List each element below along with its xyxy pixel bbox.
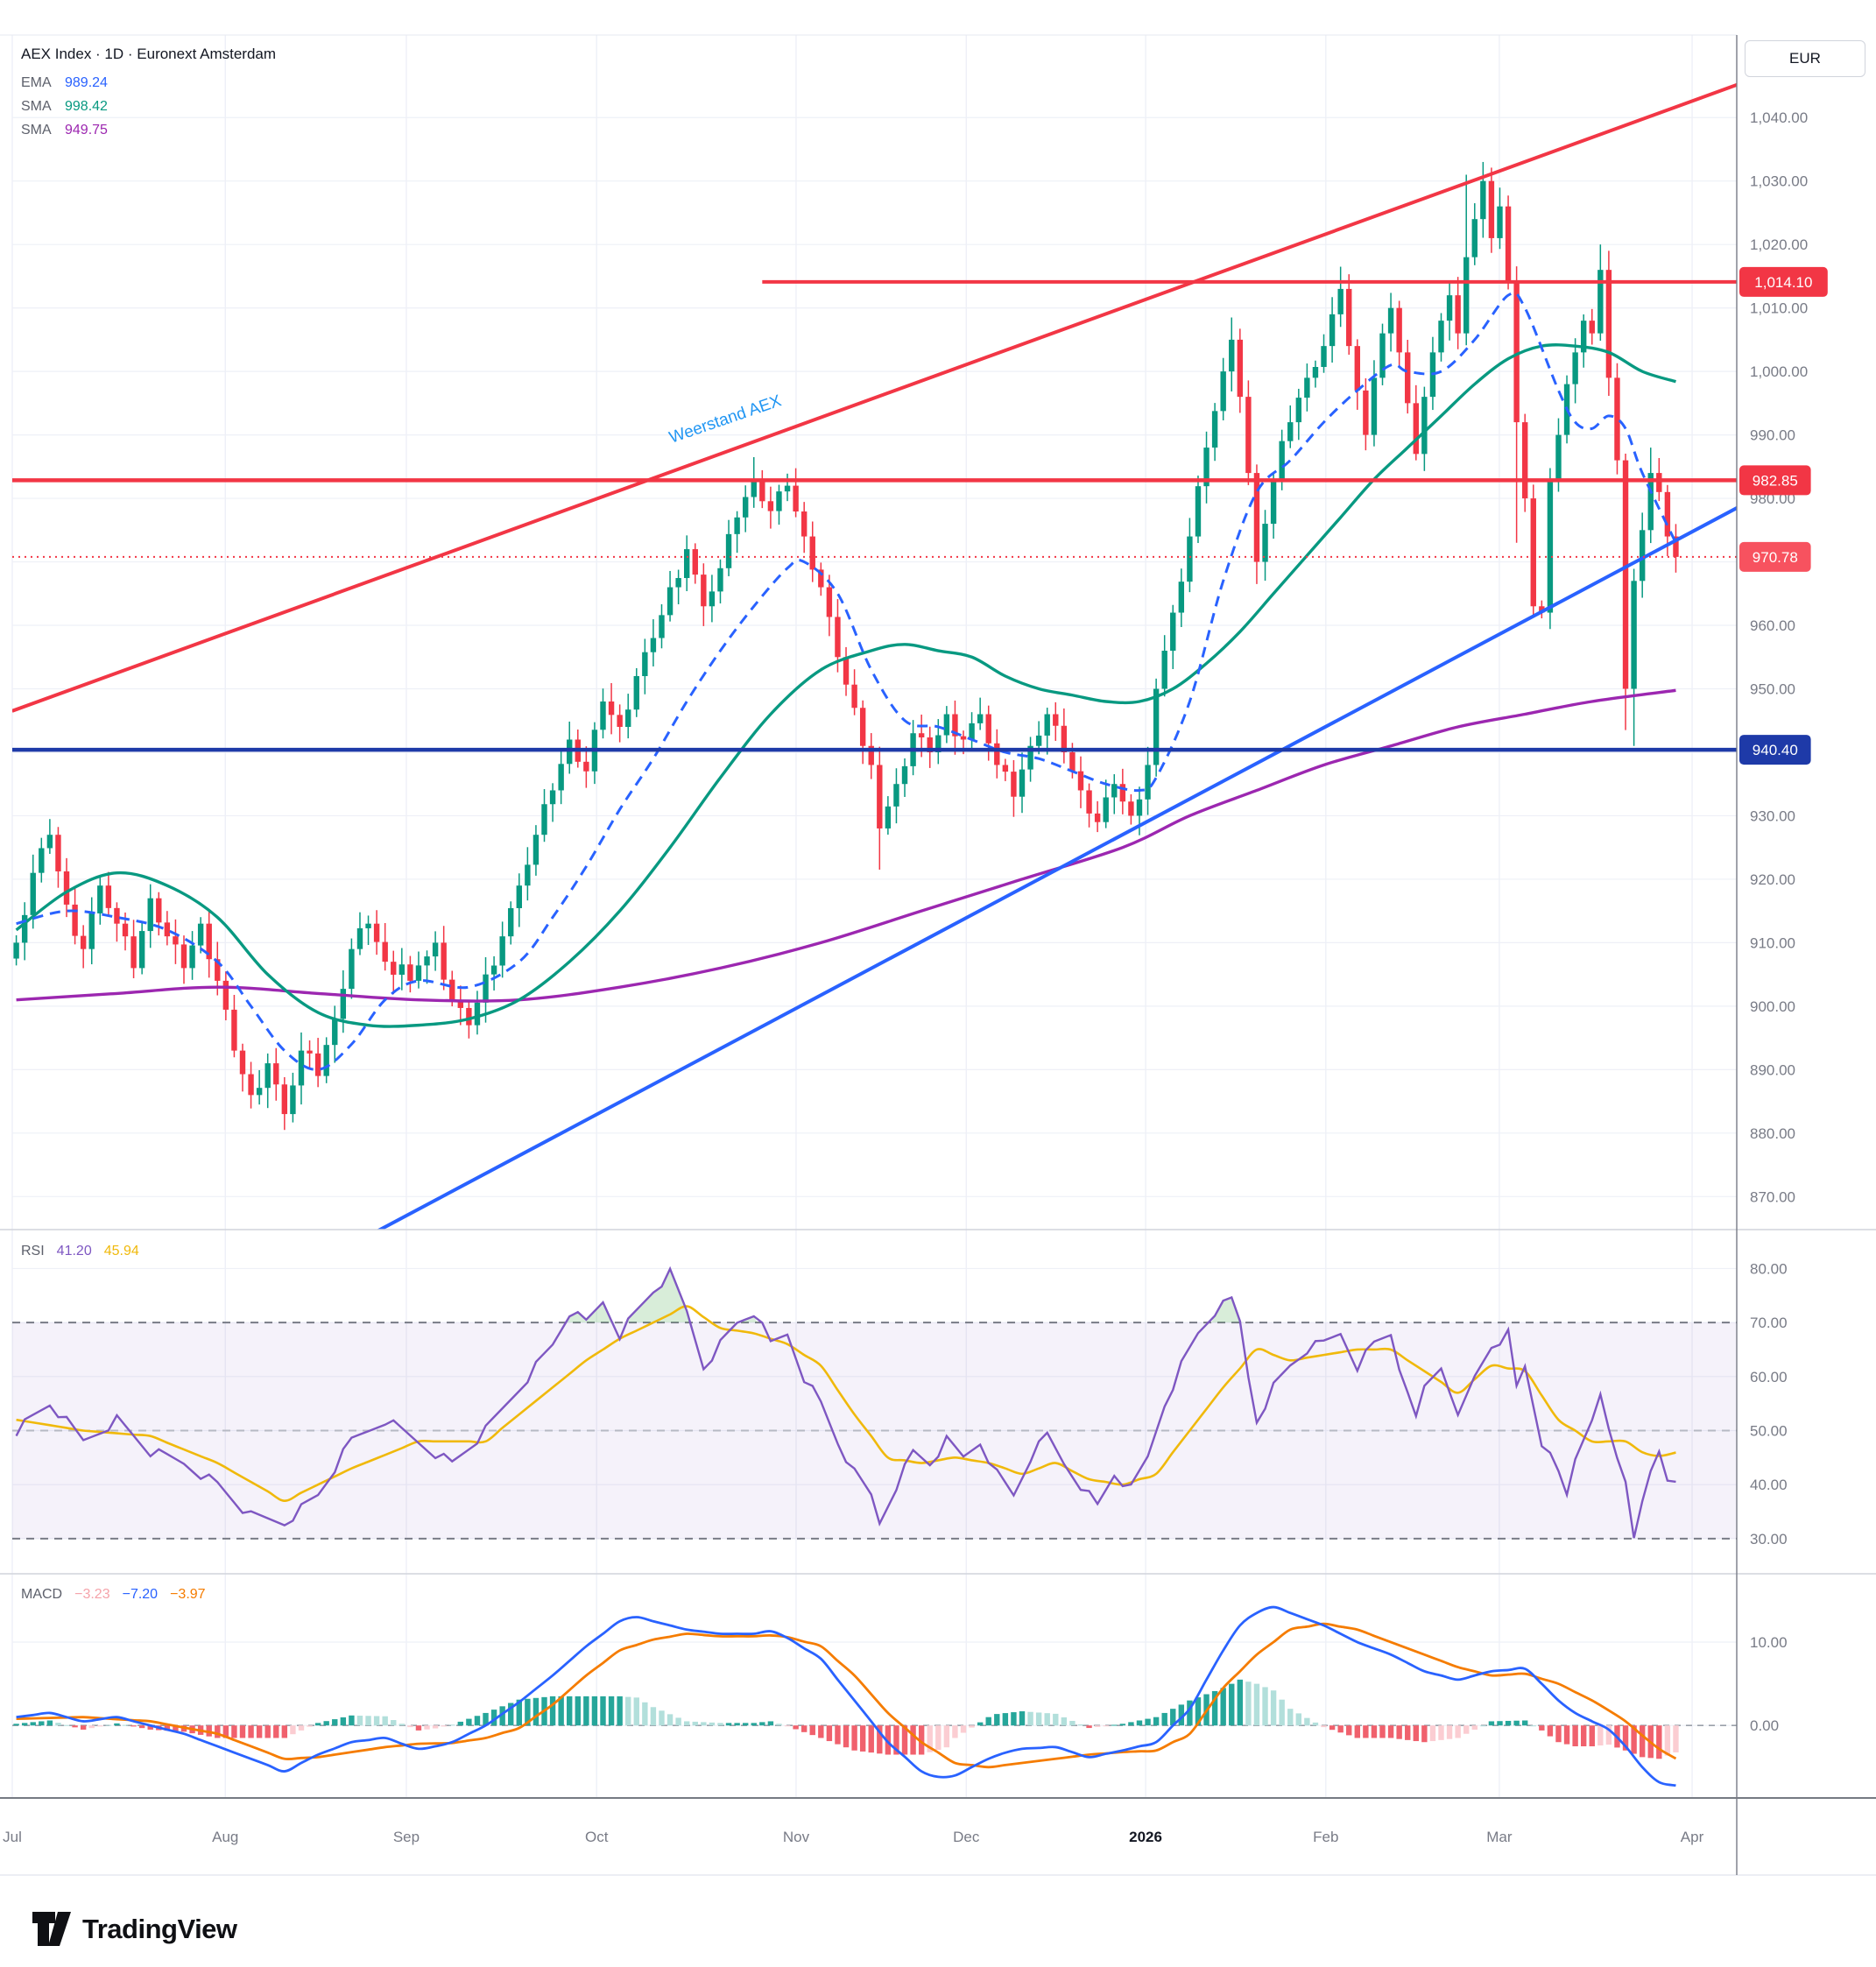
macd-histogram (13, 1679, 1679, 1759)
time-tick: Apr (1681, 1829, 1704, 1845)
indicator-value: 989.24 (65, 74, 108, 90)
legend-row-sma150[interactable]: SMA 949.75 (21, 118, 276, 142)
price-tick: 80.00 (1750, 1260, 1788, 1277)
macd-value: −7.20 (122, 1587, 159, 1602)
macd-legend[interactable]: MACD −3.23 −7.20 −3.97 (21, 1587, 206, 1603)
indicator-value: 998.42 (65, 98, 108, 114)
time-tick: Aug (212, 1829, 238, 1845)
svg-text:940.40: 940.40 (1753, 742, 1798, 758)
rsi-signal-value: 45.94 (103, 1244, 139, 1258)
indicator-label: SMA (21, 122, 52, 137)
pane-separators (0, 35, 1876, 1876)
time-axis[interactable]: Jul Aug Sep Oct Nov Dec 2026 Feb Mar Apr (3, 1829, 1703, 1845)
tradingview-logo[interactable]: TradingView (32, 1911, 237, 1948)
support-trendline[interactable] (335, 504, 1743, 1253)
time-tick: Dec (953, 1829, 980, 1845)
brand-name: TradingView (82, 1914, 237, 1944)
macd-hist-value: −3.23 (74, 1587, 110, 1602)
price-tick: 990.00 (1750, 427, 1795, 444)
candles (13, 161, 1679, 1131)
currency-button[interactable]: EUR (1745, 40, 1865, 77)
price-tick: 870.00 (1750, 1188, 1795, 1205)
weerstand-trendline[interactable] (12, 82, 1743, 713)
indicator-label: EMA (21, 74, 52, 90)
tradingview-logo-icon (32, 1912, 71, 1946)
price-badge: 1,014.10 (1739, 266, 1828, 297)
time-tick: Oct (585, 1829, 609, 1845)
price-tick: 1,000.00 (1750, 363, 1808, 380)
price-tick: 950.00 (1750, 681, 1795, 698)
legend-row-ema[interactable]: EMA 989.24 (21, 71, 276, 95)
time-tick: Mar (1486, 1829, 1513, 1845)
ema-overlay-line (16, 291, 1677, 1071)
indicator-label: SMA (21, 98, 52, 114)
legend-row-sma50[interactable]: SMA 998.42 (21, 95, 276, 118)
sma-overlay-line (15, 343, 1676, 1028)
price-tick: 60.00 (1750, 1369, 1788, 1385)
rsi-signal-line (16, 1305, 1676, 1503)
svg-text:982.85: 982.85 (1753, 472, 1798, 489)
time-tick: Sep (393, 1829, 420, 1845)
price-tick: 880.00 (1750, 1125, 1795, 1142)
indicator-value: 949.75 (65, 122, 108, 137)
time-tick: Feb (1313, 1829, 1338, 1845)
rsi-label: RSI (21, 1244, 45, 1258)
macd-signal-line (16, 1622, 1677, 1769)
rsi-line (15, 1266, 1676, 1539)
rsi-legend[interactable]: RSI 41.20 45.94 (21, 1244, 139, 1259)
price-tick: 70.00 (1750, 1315, 1788, 1331)
price-badge: 982.85 (1739, 465, 1811, 496)
price-tick: 910.00 (1750, 934, 1795, 951)
time-tick: Jul (3, 1829, 22, 1845)
price-badge: 940.40 (1739, 735, 1811, 765)
price-tick: 40.00 (1750, 1477, 1788, 1493)
price-tick: 890.00 (1750, 1061, 1795, 1078)
price-tick: 10.00 (1750, 1634, 1788, 1651)
price-tick: 960.00 (1750, 617, 1795, 634)
rsi-value: 41.20 (56, 1244, 92, 1258)
price-badge: 970.78 (1739, 541, 1811, 572)
price-tick: 930.00 (1750, 807, 1795, 824)
svg-text:970.78: 970.78 (1753, 549, 1798, 566)
price-tick: 1,030.00 (1750, 173, 1808, 190)
price-tick: 900.00 (1750, 998, 1795, 1015)
grid-lines (0, 34, 1737, 1798)
price-tick: 1,010.00 (1750, 300, 1808, 317)
time-tick: 2026 (1129, 1829, 1162, 1845)
price-tick: 920.00 (1750, 871, 1795, 888)
macd-label: MACD (21, 1587, 63, 1602)
price-tick: 0.00 (1750, 1717, 1779, 1734)
rsi-pane (12, 1266, 1737, 1540)
chart-legend: AEX Index · 1D · Euronext Amsterdam EMA … (21, 46, 276, 142)
price-tick: 50.00 (1750, 1423, 1788, 1440)
macd-line (16, 1605, 1676, 1787)
svg-text:1,014.10: 1,014.10 (1754, 274, 1812, 291)
price-tick: 30.00 (1750, 1531, 1788, 1548)
price-axis[interactable]: 1,040.00 1,030.00 1,020.00 1,010.00 1,000.00… (1739, 109, 1828, 1734)
price-tick: 1,040.00 (1750, 109, 1808, 126)
macd-signal-value: −3.97 (170, 1587, 206, 1602)
price-tick: 1,020.00 (1750, 236, 1808, 253)
time-tick: Nov (783, 1829, 810, 1845)
symbol-title[interactable]: AEX Index · 1D · Euronext Amsterdam (21, 46, 277, 62)
sma-overlay-line (16, 688, 1676, 1003)
macd-pane (12, 1605, 1737, 1787)
